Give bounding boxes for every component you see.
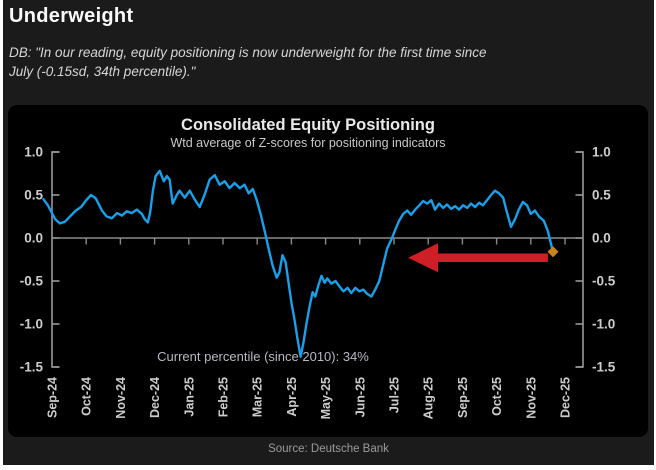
chart-subtitle: Wtd average of Z-scores for positioning … [170,136,445,150]
x-axis-label: Mar-25 [251,377,265,417]
x-axis-label: Oct-25 [490,377,504,416]
x-axis-label: Oct-24 [80,377,94,416]
x-axis-label: Jun-25 [353,377,367,417]
x-axis-label: Feb-25 [217,377,231,417]
y-axis-label-right: -0.5 [592,274,616,289]
y-axis-label-right: 0.5 [592,188,611,203]
y-axis-left [51,151,60,368]
x-axis-label: Aug-25 [422,377,436,419]
y-axis-label-right: 0.0 [592,231,611,246]
x-axis-label: Nov-24 [114,377,128,419]
x-axis-label: Nov-25 [524,377,538,419]
trend-arrow-head [408,243,439,273]
db-quote-line-1: DB: "In our reading, equity positioning … [9,45,487,60]
x-axis-label: Jan-25 [182,377,196,417]
x-axis-label: Sep-25 [456,377,470,418]
chart-title: Consolidated Equity Positioning [181,116,435,134]
y-axis-label-right: 1.0 [592,145,611,160]
x-axis-label: Apr-25 [285,377,299,417]
percentile-annotation: Current percentile (since 2010): 34% [157,349,369,364]
chart-source: Source: Deutsche Bank [268,443,389,455]
y-axis-label-left: -1.0 [20,317,43,332]
x-axis-label: Sep-24 [46,377,60,418]
y-axis-label-left: 0.0 [24,231,43,246]
chart-panel: Consolidated Equity Positioning Wtd avera… [8,105,648,437]
db-quote: DB: "In our reading, equity positioning … [9,43,487,81]
x-axis-label: Dec-24 [148,377,162,418]
y-axis-label-left: 1.0 [24,145,43,160]
end-point-marker [547,246,559,258]
y-axis-label-right: -1.0 [592,317,615,332]
x-axis-label: May-25 [319,377,333,419]
x-axis-label: Jul-25 [388,377,402,413]
y-axis-label-left: -1.5 [20,360,44,375]
y-axis-right [575,151,584,368]
y-axis-label-right: -1.5 [592,360,616,375]
equity-positioning-chart: Consolidated Equity Positioning Wtd avera… [20,116,616,419]
x-axis-label: Dec-25 [559,377,573,418]
db-quote-line-2: July (-0.15sd, 34th percentile)." [9,64,196,79]
y-axis-label-left: 0.5 [24,188,43,203]
article-card: Underweight DB: "In our reading, equity … [3,0,654,465]
y-axis-label-left: -0.5 [20,274,44,289]
positioning-line [42,169,555,358]
page-title: Underweight [9,5,134,27]
